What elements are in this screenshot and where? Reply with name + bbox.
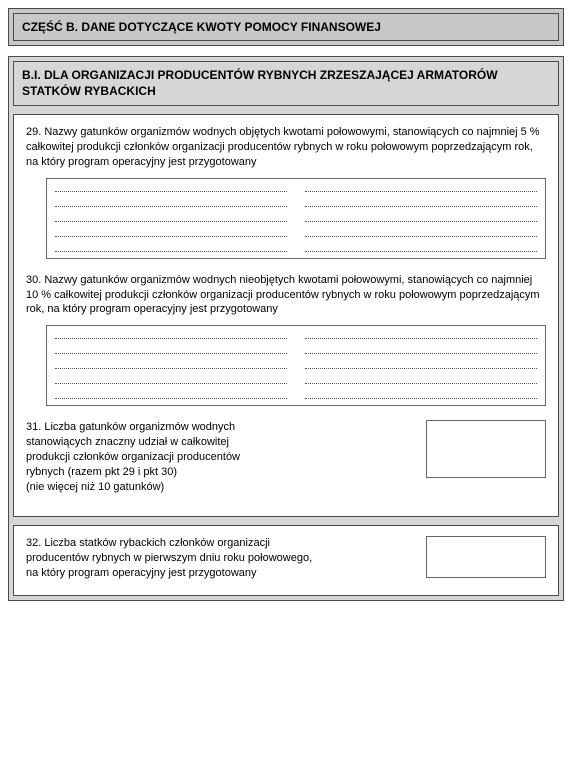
field-31-line-2: produkcji członków organizacji producent… (26, 451, 240, 463)
dot-line (55, 383, 287, 384)
field-31-number: 31. (26, 421, 41, 433)
section-bi: B.I. DLA ORGANIZACJI PRODUCENTÓW RYBNYCH… (8, 56, 564, 601)
field-29-col-1 (55, 185, 287, 252)
field-30-label: 30. Nazwy gatunków organizmów wodnych ni… (26, 273, 546, 318)
dot-line (55, 206, 287, 207)
field-32-number: 32. (26, 537, 41, 549)
section-bi-title: B.I. DLA ORGANIZACJI PRODUCENTÓW RYBNYCH… (13, 61, 559, 106)
dot-line (305, 368, 537, 369)
field-31: 31. Liczba gatunków organizmów wodnych s… (26, 420, 546, 502)
field-32: 32. Liczba statków rybackich członków or… (26, 536, 546, 581)
field-32-line-1: producentów rybnych w pierwszym dniu rok… (26, 552, 312, 564)
fields-29-30-31-panel: 29. Nazwy gatunków organizmów wodnych ob… (13, 114, 559, 517)
field-31-line-0: Liczba gatunków organizmów wodnych (44, 421, 235, 433)
dot-line (55, 251, 287, 252)
dot-line (55, 236, 287, 237)
field-32-line-0: Liczba statków rybackich członków organi… (44, 537, 270, 549)
field-32-input-box[interactable] (426, 536, 546, 578)
field-30: 30. Nazwy gatunków organizmów wodnych ni… (26, 273, 546, 407)
field-31-line-3: rybnych (razem pkt 29 i pkt 30) (26, 466, 177, 478)
field-29-label: 29. Nazwy gatunków organizmów wodnych ob… (26, 125, 546, 170)
dot-line (305, 206, 537, 207)
field-31-line-4: (nie więcej niż 10 gatunków) (26, 481, 164, 493)
dot-line (305, 398, 537, 399)
dot-line (305, 221, 537, 222)
field-29-col-2 (305, 185, 537, 252)
dot-line (55, 353, 287, 354)
field-31-label: 31. Liczba gatunków organizmów wodnych s… (26, 420, 416, 494)
dot-line (55, 368, 287, 369)
part-b-header-box: CZĘŚĆ B. DANE DOTYCZĄCE KWOTY POMOCY FIN… (8, 8, 564, 46)
dot-line (55, 221, 287, 222)
dot-line (55, 191, 287, 192)
field-30-number: 30. (26, 274, 41, 286)
field-32-label: 32. Liczba statków rybackich członków or… (26, 536, 416, 581)
field-30-col-1 (55, 332, 287, 399)
dot-line (305, 353, 537, 354)
dot-line (305, 251, 537, 252)
dot-line (305, 236, 537, 237)
field-29-number: 29. (26, 126, 41, 138)
field-30-input-area[interactable] (46, 325, 546, 406)
dot-line (55, 398, 287, 399)
field-29-input-area[interactable] (46, 178, 546, 259)
field-30-col-2 (305, 332, 537, 399)
dot-line (305, 338, 537, 339)
field-29: 29. Nazwy gatunków organizmów wodnych ob… (26, 125, 546, 259)
field-32-line-2: na który program operacyjny jest przygot… (26, 567, 257, 579)
dot-line (55, 338, 287, 339)
field-30-text: Nazwy gatunków organizmów wodnych nieobj… (26, 274, 540, 316)
field-31-input-box[interactable] (426, 420, 546, 478)
dot-line (305, 383, 537, 384)
field-31-line-1: stanowiących znaczny udział w całkowitej (26, 436, 229, 448)
dot-line (305, 191, 537, 192)
field-29-text: Nazwy gatunków organizmów wodnych objęty… (26, 126, 540, 168)
field-32-panel: 32. Liczba statków rybackich członków or… (13, 525, 559, 596)
part-b-title: CZĘŚĆ B. DANE DOTYCZĄCE KWOTY POMOCY FIN… (13, 13, 559, 41)
